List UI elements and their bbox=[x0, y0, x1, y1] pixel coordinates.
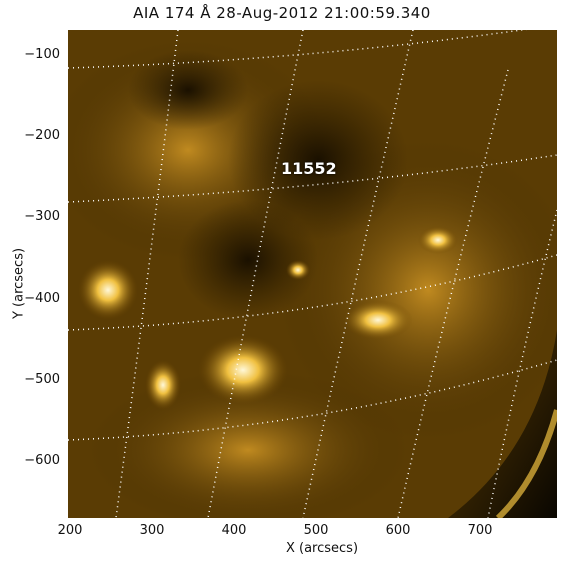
y-axis-title: Y (arcsecs) bbox=[11, 247, 27, 320]
image-title: AIA 174 Å 28-Aug-2012 21:00:59.340 bbox=[133, 4, 431, 22]
x-tick-label: 600 bbox=[385, 523, 411, 538]
x-tick-label: 700 bbox=[467, 523, 493, 538]
x-tick-label: 400 bbox=[221, 523, 247, 538]
y-tick-label: −500 bbox=[24, 372, 60, 387]
x-tick-label: 200 bbox=[57, 523, 83, 538]
active-region-label: 11552 bbox=[281, 159, 337, 178]
y-tick-label: −100 bbox=[24, 47, 60, 62]
y-tick-label: −400 bbox=[24, 291, 60, 306]
y-tick-label: −200 bbox=[24, 128, 60, 143]
x-axis-title: X (arcsecs) bbox=[285, 541, 359, 556]
solar-image bbox=[68, 30, 557, 518]
y-tick-label: −600 bbox=[24, 453, 60, 468]
x-tick-label: 500 bbox=[303, 523, 329, 538]
x-tick-label: 300 bbox=[139, 523, 165, 538]
y-tick-label: −300 bbox=[24, 209, 60, 224]
